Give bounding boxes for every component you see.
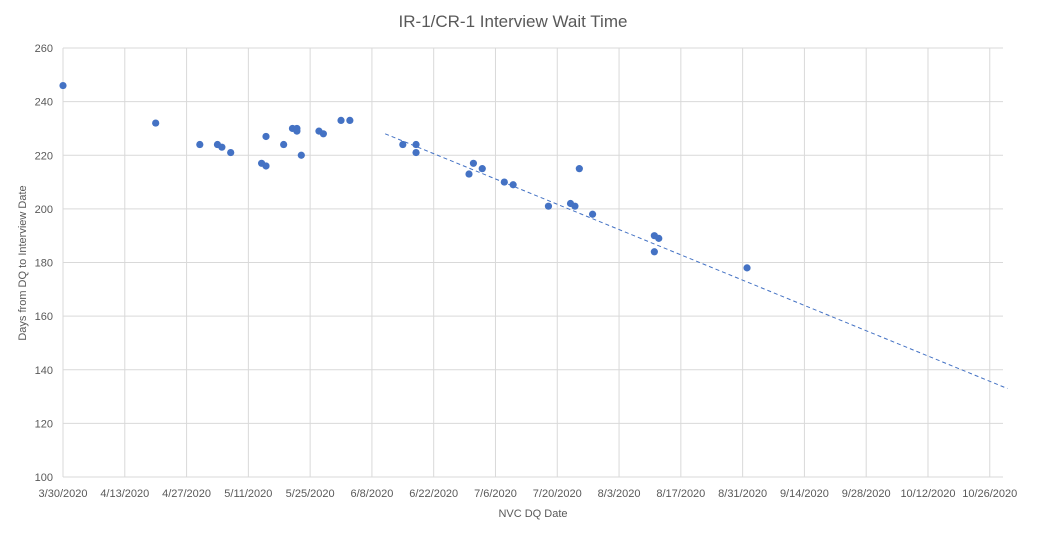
data-point xyxy=(280,140,288,149)
data-point xyxy=(575,165,583,173)
data-point xyxy=(412,148,420,157)
x-tick-label: 10/26/2020 xyxy=(962,488,1017,500)
data-point xyxy=(509,181,517,189)
data-point xyxy=(412,140,420,149)
x-tick-label: 8/31/2020 xyxy=(718,488,767,500)
x-tick-label: 3/30/2020 xyxy=(39,488,88,500)
x-tick-label: 6/22/2020 xyxy=(409,488,458,500)
data-point xyxy=(293,127,301,135)
data-point xyxy=(399,140,407,149)
x-tick-labels: 3/30/2020 4/13/2020 4/27/2020 5/11/2020 5/25… xyxy=(39,488,1018,500)
x-tick-label: 6/8/2020 xyxy=(351,488,394,500)
x-tick-label: 7/6/2020 xyxy=(474,488,517,500)
data-point xyxy=(196,140,204,149)
y-tick-label: 260 xyxy=(35,43,53,55)
y-tick-label: 140 xyxy=(35,365,53,377)
data-point xyxy=(152,119,160,127)
data-point xyxy=(59,81,67,90)
data-point xyxy=(478,165,486,173)
data-point xyxy=(588,210,597,218)
x-tick-label: 5/11/2020 xyxy=(224,488,272,500)
data-point xyxy=(319,130,327,138)
gridlines xyxy=(62,47,1003,478)
chart-title: IR-1/CR-1 Interview Wait Time xyxy=(399,12,628,31)
x-tick-label: 8/17/2020 xyxy=(656,488,705,500)
x-tick-label: 9/14/2020 xyxy=(780,488,829,500)
y-tick-label: 160 xyxy=(35,311,53,323)
data-point xyxy=(469,159,478,167)
data-point xyxy=(743,264,751,272)
y-tick-label: 220 xyxy=(35,150,53,162)
y-tick-label: 200 xyxy=(35,204,53,216)
y-tick-label: 180 xyxy=(35,258,53,270)
x-tick-label: 5/25/2020 xyxy=(286,488,335,500)
x-tick-label: 4/27/2020 xyxy=(162,488,211,500)
data-point xyxy=(544,202,553,210)
x-tick-label: 9/28/2020 xyxy=(842,488,891,500)
trendline xyxy=(384,133,1008,389)
data-point xyxy=(218,143,226,151)
y-axis-title: Days from DQ to Interview Date xyxy=(17,185,29,340)
data-point xyxy=(337,116,345,124)
y-tick-label: 100 xyxy=(35,472,53,484)
x-tick-label: 7/20/2020 xyxy=(533,488,582,500)
y-tick-label: 240 xyxy=(35,97,53,109)
data-point xyxy=(227,148,235,157)
data-point xyxy=(571,202,579,210)
data-point xyxy=(262,132,270,141)
data-point xyxy=(500,178,508,186)
y-tick-labels: 100 120 140 160 180 200 220 240 260 xyxy=(35,43,53,484)
x-tick-label: 10/12/2020 xyxy=(900,488,955,500)
x-tick-label: 4/13/2020 xyxy=(100,488,149,500)
data-point xyxy=(346,116,354,124)
data-point xyxy=(655,234,663,242)
y-tick-label: 120 xyxy=(35,418,53,430)
data-point xyxy=(650,248,658,256)
data-point xyxy=(465,170,473,178)
data-point xyxy=(297,151,305,159)
x-axis-title: NVC DQ Date xyxy=(498,508,567,520)
data-point xyxy=(262,162,270,170)
trendline-layer xyxy=(384,133,1008,389)
x-tick-label: 8/3/2020 xyxy=(598,488,641,500)
data-points xyxy=(59,81,751,272)
